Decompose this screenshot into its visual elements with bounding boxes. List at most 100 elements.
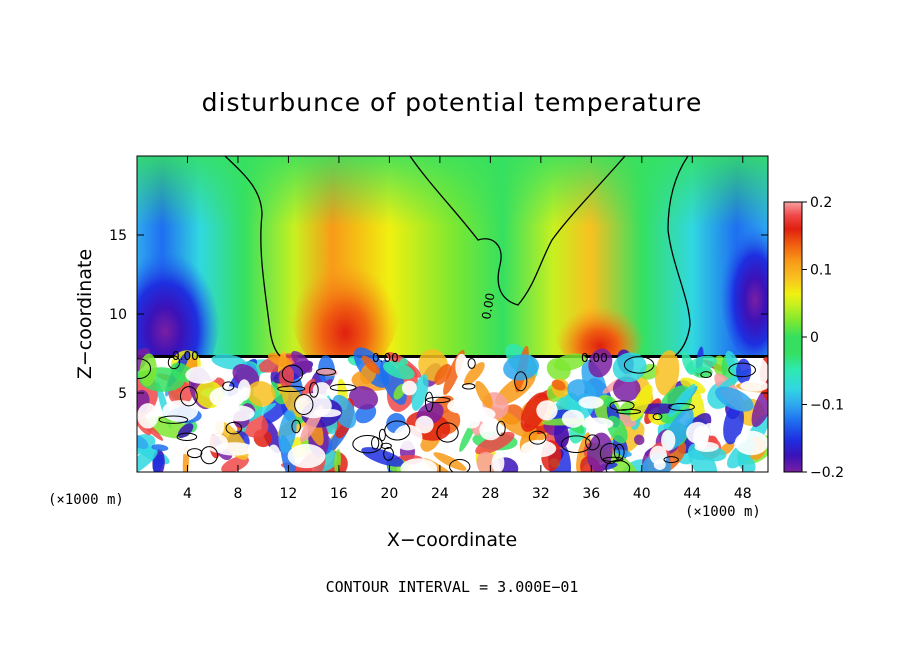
turbulent-blob	[400, 458, 438, 472]
turbulent-blob	[546, 358, 571, 381]
turbulent-blob	[751, 383, 768, 428]
turbulent-blob	[536, 400, 558, 421]
contour-zero-center	[409, 156, 626, 306]
turbulent-contour	[449, 459, 471, 472]
x-tick-label: 40	[633, 486, 651, 502]
turbulent-blob	[139, 353, 157, 387]
colorbar-tick-label: −0.1	[810, 398, 844, 414]
contour-label: 0.00	[581, 351, 608, 365]
turbulent-blob	[361, 355, 380, 375]
turbulent-blob	[649, 445, 667, 465]
turbulent-blob	[581, 359, 608, 406]
turbulent-blob	[287, 443, 326, 469]
turbulent-contour	[329, 383, 357, 392]
turbulent-blob	[551, 379, 566, 391]
chart-title: disturbunce of potential temperature	[202, 88, 703, 117]
turbulent-blob	[411, 374, 429, 411]
turbulent-blob	[246, 381, 276, 407]
colorbar-ticks: 0.2 0.1 0 −0.1 −0.2	[802, 195, 844, 481]
colorbar-tick-label: 0.1	[810, 263, 832, 279]
x-tick-label: 20	[380, 486, 398, 502]
turbulent-blob	[734, 430, 768, 456]
x-tick-label: 8	[233, 486, 242, 502]
x-tick-label: 4	[183, 486, 192, 502]
turbulent-contour	[528, 430, 547, 445]
turbulent-contour	[158, 415, 189, 424]
turbulent-contour	[281, 364, 304, 383]
contour-lines	[224, 156, 691, 357]
turbulent-blob	[383, 361, 415, 380]
turbulent-contour	[137, 358, 152, 379]
contour-zero-left	[224, 156, 281, 357]
turbulent-blob	[267, 352, 293, 368]
cool-core-left	[137, 235, 220, 395]
turbulent-blob	[349, 386, 379, 410]
contour-label: 0.00	[372, 351, 399, 365]
turbulent-blob	[151, 444, 169, 452]
turbulent-blob	[715, 386, 754, 412]
colorbar-tick-label: −0.2	[810, 465, 844, 481]
turbulent-blob	[177, 423, 194, 439]
upper-layer-top-fade	[137, 156, 768, 358]
inversion-line	[137, 355, 768, 358]
turbulent-blob	[232, 364, 260, 389]
turbulent-blob	[224, 405, 255, 422]
turbulent-blob	[681, 351, 695, 376]
turbulent-blob	[278, 410, 297, 454]
turbulent-contour	[668, 403, 695, 411]
turbulent-blob	[634, 434, 645, 446]
turbulent-blob	[686, 421, 710, 444]
turbulent-blob	[668, 384, 696, 418]
turbulent-blob	[475, 380, 493, 409]
turbulent-blob	[206, 433, 229, 453]
turbulent-blob	[464, 362, 485, 386]
turbulent-blob	[401, 380, 417, 396]
x-tick-label: 16	[330, 486, 348, 502]
contour-label: 0.00	[172, 349, 199, 363]
turbulent-blob	[553, 421, 570, 448]
turbulent-blob	[291, 351, 313, 373]
turbulent-blob	[185, 366, 218, 384]
y-axis: 5 10 15	[109, 228, 768, 402]
x-tick-label: 24	[431, 486, 449, 502]
x-tick-label: 32	[532, 486, 550, 502]
turbulent-contour	[424, 391, 434, 413]
contour-interval-note: CONTOUR INTERVAL = 3.000E−01	[326, 578, 579, 596]
turbulent-blob	[434, 364, 452, 386]
turbulent-contour	[176, 432, 198, 442]
turbulent-contour	[294, 394, 314, 415]
turbulent-blob	[211, 415, 225, 437]
turbulent-contour	[663, 456, 679, 464]
contour-zero-right	[667, 156, 691, 357]
colorbar: 0.2 0.1 0 −0.1 −0.2	[783, 195, 844, 481]
x-tick-label: 44	[683, 486, 701, 502]
turbulent-blob	[433, 452, 467, 471]
turbulent-blob	[491, 452, 505, 472]
turbulent-contour	[616, 408, 642, 415]
x-axis-label: X−coordinate	[387, 529, 517, 551]
turbulent-blob	[313, 408, 342, 418]
turbulent-contour	[384, 420, 411, 441]
turbulent-contour	[371, 436, 380, 450]
turbulent-blob	[137, 403, 159, 429]
turbulent-contour	[436, 422, 459, 443]
turbulent-contour	[613, 443, 625, 461]
turbulent-contour	[728, 362, 757, 378]
turbulent-contour	[277, 385, 306, 393]
turbulent-contour	[560, 435, 592, 453]
turbulent-blob	[576, 432, 591, 472]
turbulent-blob	[137, 449, 158, 472]
cool-core-right	[720, 210, 768, 360]
turbulent-blob	[754, 359, 768, 385]
turbulent-blob	[612, 376, 641, 402]
x-tick-label: 28	[481, 486, 499, 502]
contour-label: 0.00	[479, 292, 497, 321]
y-tick-label: 15	[109, 228, 127, 244]
turbulent-blob	[137, 433, 149, 449]
turbulent-blob	[162, 400, 199, 422]
turbulent-blob	[736, 358, 752, 384]
x-tick-label: 12	[280, 486, 298, 502]
y-axis-label: Z−coordinate	[74, 249, 96, 379]
turbulent-blob	[152, 454, 164, 472]
turbulent-blob	[630, 384, 653, 422]
